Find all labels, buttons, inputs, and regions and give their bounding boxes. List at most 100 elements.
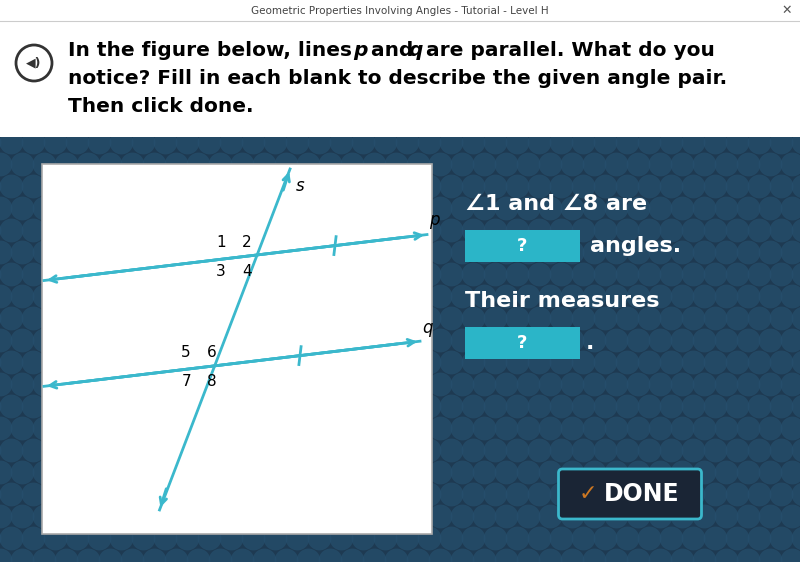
Point <box>752 357 765 366</box>
Point <box>642 446 655 455</box>
Point <box>763 247 776 256</box>
Point <box>16 203 29 212</box>
Point <box>192 336 205 345</box>
Point <box>390 116 402 125</box>
Point <box>16 468 29 477</box>
Point <box>708 314 721 323</box>
Point <box>368 336 381 345</box>
Point <box>720 292 733 301</box>
Point <box>610 292 622 301</box>
Point <box>576 225 589 234</box>
Point <box>786 424 798 433</box>
Point <box>346 336 358 345</box>
Point <box>642 490 655 498</box>
Point <box>400 182 413 191</box>
Point <box>323 292 337 301</box>
Point <box>752 138 765 147</box>
Point <box>224 225 237 234</box>
Point <box>92 314 105 323</box>
Point <box>147 116 160 125</box>
Point <box>522 379 534 388</box>
Point <box>114 138 127 147</box>
Point <box>411 555 424 562</box>
Point <box>368 424 381 433</box>
Point <box>302 379 314 388</box>
Point <box>48 446 61 455</box>
Point <box>334 401 347 410</box>
Point <box>126 203 138 212</box>
Point <box>323 468 337 477</box>
Point <box>499 160 513 169</box>
Point <box>147 555 160 562</box>
Point <box>38 116 50 125</box>
Point <box>510 138 523 147</box>
Point <box>742 555 754 562</box>
Point <box>422 182 435 191</box>
Point <box>312 533 325 542</box>
Point <box>774 270 787 279</box>
Point <box>302 468 314 477</box>
Point <box>774 533 787 542</box>
Point <box>246 270 259 279</box>
Point <box>422 401 435 410</box>
Point <box>698 203 710 212</box>
Point <box>786 336 798 345</box>
Point <box>0 116 6 125</box>
Point <box>214 160 226 169</box>
Point <box>0 468 6 477</box>
Point <box>620 357 633 366</box>
Point <box>642 225 655 234</box>
Point <box>642 182 655 191</box>
Point <box>774 401 787 410</box>
Point <box>587 247 600 256</box>
Point <box>444 446 457 455</box>
Point <box>147 424 160 433</box>
Point <box>510 270 523 279</box>
Point <box>170 247 182 256</box>
Point <box>763 160 776 169</box>
Point <box>378 270 391 279</box>
Point <box>598 401 611 410</box>
Point <box>510 314 523 323</box>
Point <box>235 379 248 388</box>
Text: 8: 8 <box>207 374 217 389</box>
Point <box>312 138 325 147</box>
Point <box>26 446 39 455</box>
Point <box>0 511 6 520</box>
Point <box>192 555 205 562</box>
Point <box>730 270 743 279</box>
Point <box>202 401 215 410</box>
Text: ?: ? <box>518 237 528 255</box>
Point <box>312 401 325 410</box>
Point <box>192 116 205 125</box>
Point <box>136 357 149 366</box>
Point <box>654 160 666 169</box>
Point <box>280 336 293 345</box>
Point <box>334 357 347 366</box>
Point <box>346 511 358 520</box>
Point <box>82 379 94 388</box>
Point <box>16 424 29 433</box>
Point <box>422 225 435 234</box>
Point <box>48 270 61 279</box>
Point <box>158 314 171 323</box>
Point <box>60 379 72 388</box>
Point <box>752 533 765 542</box>
Point <box>390 160 402 169</box>
Point <box>730 357 743 366</box>
Point <box>632 468 645 477</box>
Point <box>620 225 633 234</box>
Point <box>400 270 413 279</box>
Point <box>258 247 270 256</box>
Point <box>730 225 743 234</box>
Point <box>610 379 622 388</box>
Point <box>290 357 303 366</box>
Point <box>400 446 413 455</box>
Point <box>488 270 501 279</box>
Point <box>147 247 160 256</box>
Point <box>258 116 270 125</box>
Point <box>290 490 303 498</box>
Point <box>26 533 39 542</box>
Point <box>786 511 798 520</box>
Point <box>214 292 226 301</box>
